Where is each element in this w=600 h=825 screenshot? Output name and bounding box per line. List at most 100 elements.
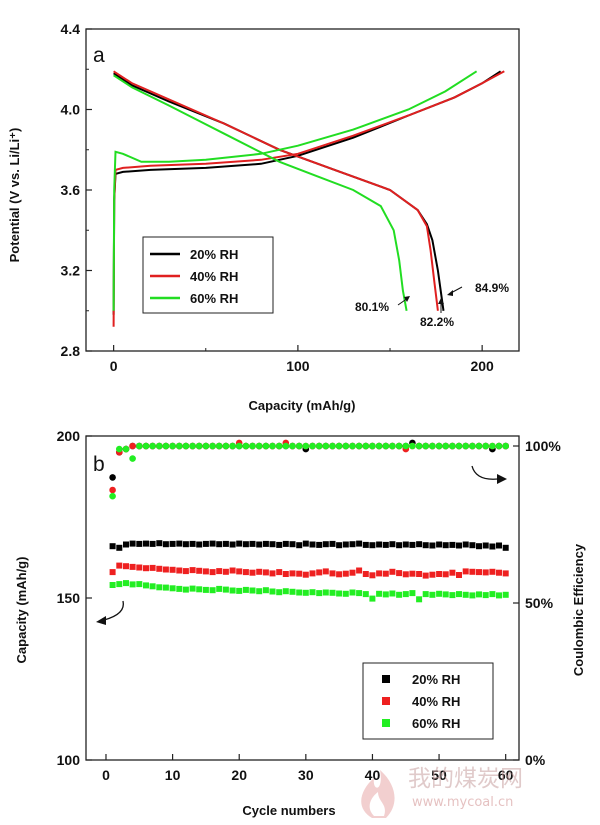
- efficiency-point: [415, 442, 423, 450]
- capacity-point: [456, 572, 462, 578]
- capacity-point: [369, 595, 376, 602]
- annotation-82-2: 82.2%: [420, 315, 454, 329]
- capacity-point: [309, 589, 316, 596]
- capacity-point: [336, 571, 343, 578]
- capacity-point: [129, 540, 136, 547]
- capacity-point: [289, 588, 296, 595]
- capacity-point: [282, 540, 289, 547]
- capacity-point: [316, 569, 323, 576]
- capacity-point: [482, 542, 489, 549]
- capacity-point: [116, 544, 123, 551]
- capacity-point: [169, 566, 176, 573]
- capacity-point: [116, 581, 123, 588]
- capacity-point: [349, 541, 356, 548]
- efficiency-point: [502, 442, 510, 450]
- efficiency-point: [475, 442, 483, 450]
- capacity-point: [282, 588, 289, 595]
- capacity-point: [296, 589, 303, 596]
- efficiency-point: [315, 442, 323, 450]
- efficiency-point: [202, 442, 210, 450]
- panel-b-y2label: Coulombic Efficiency: [571, 543, 586, 676]
- capacity-point: [302, 571, 309, 578]
- efficiency-point: [449, 442, 456, 450]
- capacity-point: [316, 541, 323, 548]
- capacity-point: [143, 582, 149, 589]
- capacity-point: [382, 541, 389, 548]
- capacity-point: [182, 568, 189, 575]
- efficiency-point: [435, 442, 443, 450]
- capacity-point: [456, 542, 462, 549]
- capacity-point: [276, 589, 283, 596]
- capacity-point: [249, 569, 256, 576]
- efficiency-point: [142, 442, 150, 450]
- panel-b-ticks: 0 10 20 30 40 50 60 100 150 200 0% 50% 100%: [57, 428, 562, 783]
- capacity-point: [389, 541, 396, 548]
- efficiency-point: [482, 442, 490, 450]
- capacity-point: [129, 563, 136, 570]
- efficiency-point: [195, 442, 203, 450]
- capacity-point: [276, 569, 283, 576]
- panel-a-ylabel: Potential (V vs. Li/Li⁺): [7, 128, 22, 263]
- panel-b-y2tick-label: 0%: [525, 752, 546, 768]
- capacity-point: [136, 581, 143, 588]
- capacity-point: [489, 568, 496, 575]
- legend-label: 60% RH: [412, 716, 460, 731]
- right-axis-arrowhead: [497, 474, 507, 484]
- capacity-point: [262, 587, 269, 594]
- right-axis-arrow: [471, 465, 499, 480]
- capacity-point: [402, 541, 409, 548]
- panel-a-ytick-label: 4.4: [61, 21, 81, 37]
- capacity-point: [109, 543, 116, 550]
- capacity-point: [156, 540, 163, 547]
- efficiency-point: [309, 442, 316, 450]
- capacity-point: [429, 571, 436, 578]
- efficiency-point: [249, 442, 256, 450]
- efficiency-point: [455, 442, 463, 450]
- capacity-point: [369, 572, 376, 579]
- efficiency-point: [335, 442, 343, 450]
- capacity-point: [143, 565, 149, 572]
- annotation-82-2-arrowhead: [438, 298, 444, 304]
- capacity-point: [222, 540, 229, 547]
- capacity-point: [362, 571, 369, 577]
- capacity-point: [109, 569, 116, 576]
- capacity-point: [262, 569, 269, 576]
- capacity-point: [209, 540, 216, 547]
- capacity-point: [296, 542, 303, 549]
- capacity-point: [489, 543, 496, 550]
- capacity-point: [296, 570, 303, 577]
- capacity-point: [216, 568, 223, 575]
- efficiency-point: [289, 442, 296, 450]
- discharge-curve-40-rh: [113, 70, 439, 311]
- capacity-point: [189, 585, 196, 592]
- capacity-point: [502, 544, 509, 551]
- capacity-point: [336, 542, 343, 549]
- capacity-point: [149, 564, 156, 571]
- capacity-point: [396, 570, 403, 577]
- capacity-point: [176, 585, 183, 592]
- capacity-point: [429, 542, 436, 549]
- panel-b-xtick-label: 60: [498, 767, 514, 783]
- capacity-point: [402, 571, 409, 578]
- capacity-point: [289, 541, 296, 548]
- legend-marker-2: [382, 719, 390, 727]
- capacity-point: [249, 540, 256, 547]
- capacity-point: [356, 567, 363, 574]
- panel-a-xtick-label: 200: [470, 358, 494, 374]
- capacity-point: [156, 565, 163, 572]
- capacity-point: [123, 580, 129, 587]
- efficiency-point: [395, 442, 403, 450]
- capacity-point: [349, 589, 356, 596]
- efficiency-point: [422, 442, 430, 450]
- capacity-point: [229, 541, 236, 548]
- capacity-point: [289, 570, 296, 577]
- capacity-point: [436, 571, 443, 577]
- capacity-point: [469, 568, 476, 575]
- capacity-point: [176, 540, 183, 547]
- panel-a-xlabel: Capacity (mAh/g): [249, 398, 356, 413]
- capacity-point: [442, 571, 449, 578]
- efficiency-point: [235, 442, 243, 450]
- efficiency-point: [275, 442, 283, 450]
- capacity-point: [123, 541, 129, 548]
